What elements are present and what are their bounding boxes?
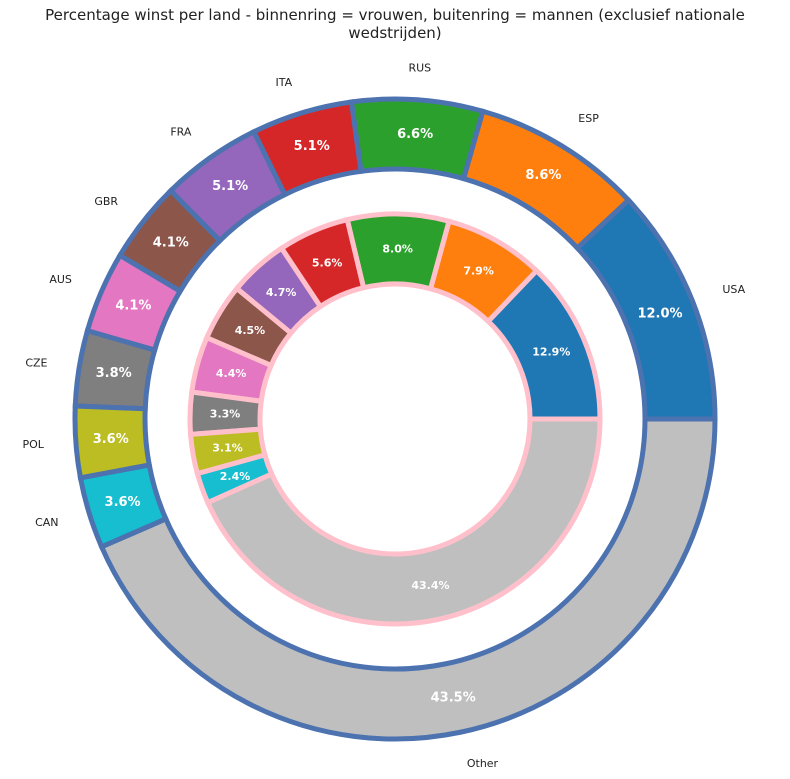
inner-percent-label-gbr: 4.5% [235, 324, 266, 337]
inner-percent-label-fra: 4.7% [266, 286, 297, 299]
chart-title: Percentage winst per land - binnenring =… [45, 6, 745, 42]
category-label-pol: POL [22, 438, 44, 451]
inner-percent-label-esp: 7.9% [463, 264, 494, 277]
outer-percent-labels: 12.0% 8.6% 6.6% 5.1% 5.1% 4.1% 4.1% 3.8% 3.6% 3.6… [93, 127, 683, 705]
outer-percent-label-aus: 4.1% [115, 298, 151, 313]
inner-wedge-other [204, 416, 603, 627]
outer-percent-label-cze: 3.8% [96, 366, 132, 381]
inner-percent-labels: 12.9% 7.9% 8.0% 5.6% 4.7% 4.5% 4.4% 3.3% 3.1% 2.4… [210, 243, 571, 592]
inner-percent-label-rus: 8.0% [382, 243, 413, 256]
category-label-gbr: GBR [94, 195, 118, 208]
category-label-esp: ESP [578, 112, 599, 125]
outer-percent-label-other: 43.5% [431, 691, 476, 706]
outer-percent-label-rus: 6.6% [397, 127, 433, 142]
inner-percent-label-can: 2.4% [220, 470, 251, 483]
outer-percent-label-pol: 3.6% [93, 432, 129, 447]
category-label-rus: RUS [408, 61, 431, 74]
outer-percent-label-fra: 5.1% [212, 179, 248, 194]
outer-percent-label-usa: 12.0% [637, 307, 682, 322]
category-labels: USA ESP RUS ITA FRA GBR AUS CZE POL CAN Other [22, 61, 745, 770]
inner-percent-label-ita: 5.6% [312, 257, 343, 270]
outer-percent-label-gbr: 4.1% [153, 236, 189, 251]
inner-percent-label-cze: 3.3% [210, 408, 241, 421]
outer-wedge-other [98, 416, 718, 742]
inner-percent-label-usa: 12.9% [532, 346, 570, 359]
category-label-other: Other [467, 757, 499, 770]
inner-percent-label-other: 43.4% [411, 579, 449, 592]
category-label-aus: AUS [49, 273, 72, 286]
outer-percent-label-esp: 8.6% [525, 168, 561, 183]
category-label-usa: USA [722, 283, 745, 296]
category-label-can: CAN [35, 516, 58, 529]
outer-percent-label-ita: 5.1% [294, 139, 330, 154]
category-label-cze: CZE [25, 356, 47, 369]
inner-ring [187, 211, 603, 627]
category-label-ita: ITA [275, 76, 292, 89]
category-label-fra: FRA [170, 125, 192, 138]
inner-percent-label-aus: 4.4% [216, 367, 247, 380]
outer-percent-label-can: 3.6% [105, 495, 141, 510]
inner-percent-label-pol: 3.1% [212, 442, 243, 455]
outer-ring [72, 96, 718, 742]
